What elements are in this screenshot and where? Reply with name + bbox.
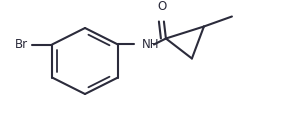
Text: O: O <box>157 0 167 14</box>
Text: Br: Br <box>15 38 28 51</box>
Text: NH: NH <box>142 38 159 51</box>
